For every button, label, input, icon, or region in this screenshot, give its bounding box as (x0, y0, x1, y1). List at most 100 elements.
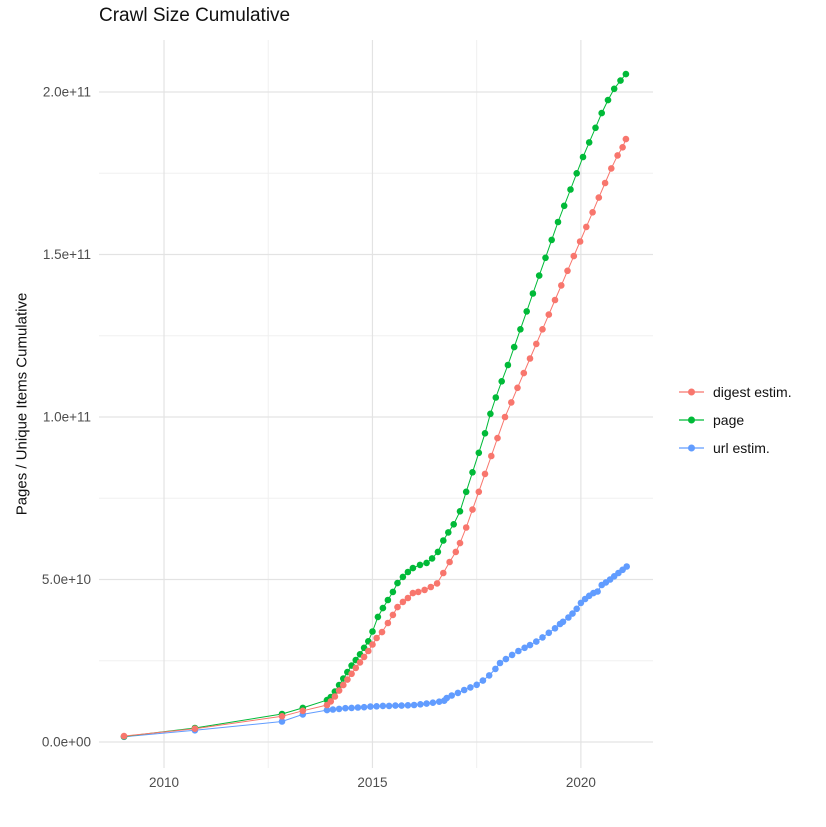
data-point-url-estim- (502, 655, 510, 663)
legend-key-url-icon (679, 444, 704, 452)
data-point-digest-estim- (399, 598, 407, 606)
data-point-url-estim- (448, 692, 456, 699)
data-point-url-estim- (551, 625, 559, 632)
data-point-url-estim- (417, 701, 424, 708)
data-point-digest-estim- (331, 693, 339, 700)
data-point-digest-estim- (475, 488, 483, 496)
data-point-page (409, 564, 417, 572)
data-point-page (567, 186, 574, 193)
legend-key-digest-icon (679, 388, 704, 396)
data-point-page (529, 290, 537, 297)
legend-item-page: page (678, 406, 792, 434)
data-point-digest-estim- (369, 641, 376, 648)
y-tick-label: 2.0e+11 (43, 85, 91, 100)
data-point-url-estim- (335, 705, 343, 713)
data-point-url-estim- (573, 605, 580, 613)
data-point-page (560, 202, 568, 210)
data-point-digest-estim- (514, 384, 521, 392)
data-point-url-estim- (454, 689, 462, 697)
data-point-page (604, 96, 612, 104)
data-point-digest-estim- (539, 326, 546, 333)
data-point-page (579, 153, 587, 161)
x-tick-label: 2010 (149, 775, 179, 790)
data-point-page (384, 596, 392, 604)
data-point-url-estim- (508, 651, 516, 659)
series-line-url-estim- (123, 566, 628, 738)
y-tick-label: 1.5e+11 (43, 247, 91, 262)
data-point-digest-estim- (595, 194, 603, 201)
data-point-url-estim- (515, 647, 522, 655)
data-point-url-estim- (404, 702, 412, 709)
data-point-url-estim- (467, 684, 474, 691)
data-point-page (523, 308, 530, 315)
data-point-page (610, 85, 618, 93)
data-point-page (573, 170, 580, 177)
data-point-digest-estim- (469, 506, 476, 513)
data-point-url-estim- (479, 677, 487, 684)
data-point-page (498, 378, 506, 385)
data-point-page (481, 430, 489, 437)
data-point-digest-estim- (378, 628, 386, 636)
data-point-url-estim- (623, 563, 630, 570)
data-point-digest-estim- (409, 589, 417, 597)
data-point-digest-estim- (570, 252, 578, 260)
data-point-digest-estim- (360, 653, 368, 661)
data-point-url-estim- (423, 700, 430, 707)
data-point-page (535, 272, 543, 279)
data-point-digest-estim- (520, 369, 528, 377)
data-point-url-estim- (278, 718, 286, 725)
data-point-url-estim- (594, 588, 601, 595)
data-point-page (450, 521, 458, 528)
data-point-page (592, 124, 599, 132)
x-tick-label: 2020 (566, 775, 596, 790)
data-point-page (389, 588, 397, 596)
data-point-url-estim- (410, 701, 418, 709)
data-point-digest-estim- (456, 539, 464, 547)
legend-item-digest-estim: digest estim. (678, 378, 792, 406)
data-point-url-estim- (435, 698, 443, 705)
chart-title: Crawl Size Cumulative (99, 5, 291, 26)
data-point-digest-estim- (576, 238, 584, 245)
data-point-digest-estim- (191, 725, 199, 732)
data-point-url-estim- (373, 703, 380, 710)
data-point-digest-estim- (335, 687, 343, 694)
data-point-url-estim- (521, 644, 528, 652)
data-point-digest-estim- (622, 135, 630, 143)
data-point-page (399, 573, 407, 581)
data-point-page (598, 109, 605, 117)
data-point-url-estim- (329, 706, 337, 713)
data-point-digest-estim- (488, 452, 495, 460)
data-point-page (456, 508, 464, 515)
data-point-page (542, 254, 549, 262)
data-point-digest-estim- (494, 434, 501, 442)
data-point-page (517, 326, 524, 333)
data-point-url-estim- (539, 634, 546, 641)
data-point-page (492, 394, 500, 401)
data-point-digest-estim- (352, 664, 360, 672)
y-tick-label: 1.0e+11 (43, 410, 91, 425)
data-point-digest-estim- (299, 707, 307, 715)
data-point-digest-estim- (365, 647, 372, 655)
data-point-digest-estim- (452, 548, 460, 556)
data-point-page (440, 537, 447, 544)
data-point-digest-estim- (389, 611, 397, 619)
data-point-digest-estim- (384, 619, 392, 627)
data-point-page (374, 613, 382, 621)
data-point-digest-estim- (433, 580, 441, 587)
data-point-digest-estim- (421, 586, 428, 594)
data-point-url-estim- (485, 672, 493, 679)
y-axis-title: Pages / Unique Items Cumulative (13, 292, 31, 516)
data-point-url-estim- (348, 704, 355, 712)
data-point-digest-estim- (545, 311, 553, 318)
data-point-page (404, 568, 412, 576)
data-point-url-estim- (569, 610, 576, 617)
data-point-url-estim- (473, 681, 481, 689)
data-point-digest-estim- (614, 152, 621, 159)
data-point-digest-estim- (508, 399, 515, 406)
data-point-url-estim- (323, 706, 331, 714)
data-point-page (475, 449, 483, 457)
data-point-digest-estim- (446, 558, 453, 566)
data-point-page (369, 628, 376, 635)
data-point-page (504, 361, 512, 369)
data-point-url-estim- (367, 703, 374, 710)
